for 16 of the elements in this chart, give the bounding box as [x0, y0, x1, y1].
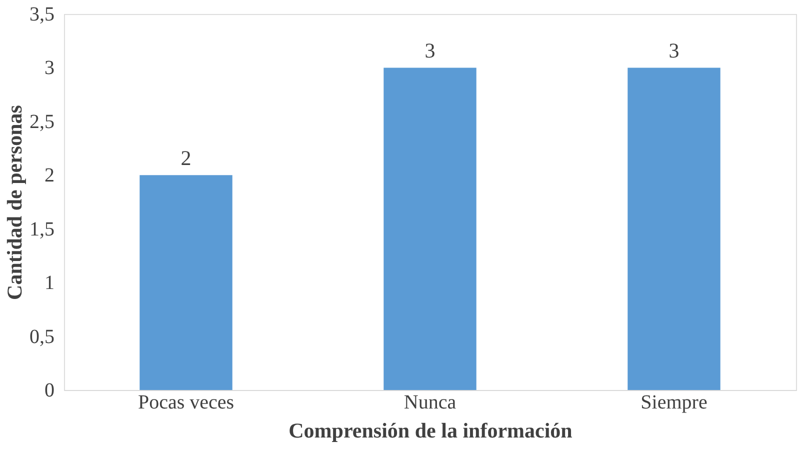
- data-label: 2: [180, 146, 192, 170]
- y-tick-label: 2: [44, 164, 54, 187]
- data-label: 3: [668, 38, 680, 63]
- y-tick-label: 1,5: [30, 218, 54, 240]
- y-tick-label: 3: [44, 57, 54, 80]
- x-tick-label: Siempre: [640, 392, 708, 414]
- y-tick-label: 2,5: [30, 110, 54, 133]
- x-tick-label: Pocas veces: [138, 392, 234, 414]
- y-tick-label: 3,5: [30, 4, 54, 26]
- x-axis-title: Comprensión de la información: [288, 418, 573, 442]
- y-tick-label: 0: [44, 380, 54, 402]
- y-tick-label: 1: [44, 272, 54, 294]
- x-tick-label: Nunca: [404, 392, 456, 414]
- y-tick-label: 0,5: [30, 326, 54, 348]
- data-label: 3: [424, 38, 436, 63]
- y-axis-title: Cantidad de personas: [2, 105, 26, 300]
